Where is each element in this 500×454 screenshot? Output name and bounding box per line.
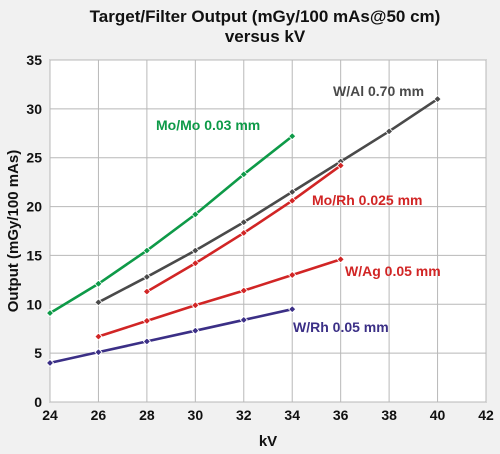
series-line [48,307,294,365]
series-point [142,272,151,281]
chart-title-line1: Target/Filter Output (mGy/100 mAs@50 cm) [90,7,441,26]
series-point [239,218,248,227]
series-point [239,228,248,238]
series-point [191,210,200,219]
series-line [48,134,294,315]
series-point [191,326,200,335]
series-label: W/Ag 0.05 mm [345,263,441,279]
series-point [142,246,151,255]
series-labels: Mo/Mo 0.03 mm W/Al 0.70 mm Mo/Rh 0.025 mm W… [156,83,441,335]
chart-title-line2: versus kV [225,27,306,46]
series-point [142,316,151,325]
series-point [239,170,248,179]
plot-area [49,59,487,403]
series-point [94,279,103,288]
x-tick-label: 38 [381,407,397,423]
x-tick-label: 26 [91,407,107,423]
series-point [336,255,345,264]
x-tick-label: 40 [430,407,446,423]
series-point [288,305,297,314]
series-label: Mo/Mo 0.03 mm [156,117,260,133]
series-point [288,187,297,196]
y-tick-label: 30 [26,101,42,117]
x-tick-label: 28 [139,407,155,423]
series-point [288,270,297,280]
series-label: W/Al 0.70 mm [333,83,424,99]
series-label: Mo/Rh 0.025 mm [312,192,422,208]
series-layer [45,95,442,367]
series-point [191,259,200,268]
series-line [97,97,439,304]
series-point [142,287,151,296]
series-point [94,298,103,307]
series-label: W/Rh 0.05 mm [293,319,389,335]
x-tick-label: 30 [188,407,204,423]
y-tick-label: 5 [34,345,42,361]
series-point [191,301,200,310]
series-point [433,95,442,104]
x-tick-label: 36 [333,407,349,423]
series-point [336,161,345,170]
y-tick-label: 20 [26,199,42,215]
y-tick-label: 0 [34,394,42,410]
series-point [288,196,297,205]
series-line [97,258,342,338]
series-point [288,132,297,141]
y-tick-label: 35 [26,52,42,68]
series-point [191,246,200,255]
y-tick-label: 10 [26,296,42,312]
x-tick-label: 32 [236,407,252,423]
y-axis-label: Output (mGy/100 mAs) [5,150,22,313]
series-point [239,286,248,295]
series-point [45,358,55,367]
series-point [385,127,394,136]
y-tick-label: 15 [26,247,42,263]
tick-labels: 24 26 28 30 32 34 36 38 40 42 0 5 10 15 20 25 30 35 [26,52,494,423]
x-tick-label: 42 [478,407,494,423]
series-point [94,332,103,341]
x-tick-label: 24 [42,407,58,423]
series-point [142,337,151,346]
x-axis-label: kV [259,433,277,450]
series-point [94,348,103,357]
series-point [239,315,248,324]
y-tick-label: 25 [26,150,42,166]
series-point [45,309,55,318]
x-tick-label: 34 [284,407,300,423]
